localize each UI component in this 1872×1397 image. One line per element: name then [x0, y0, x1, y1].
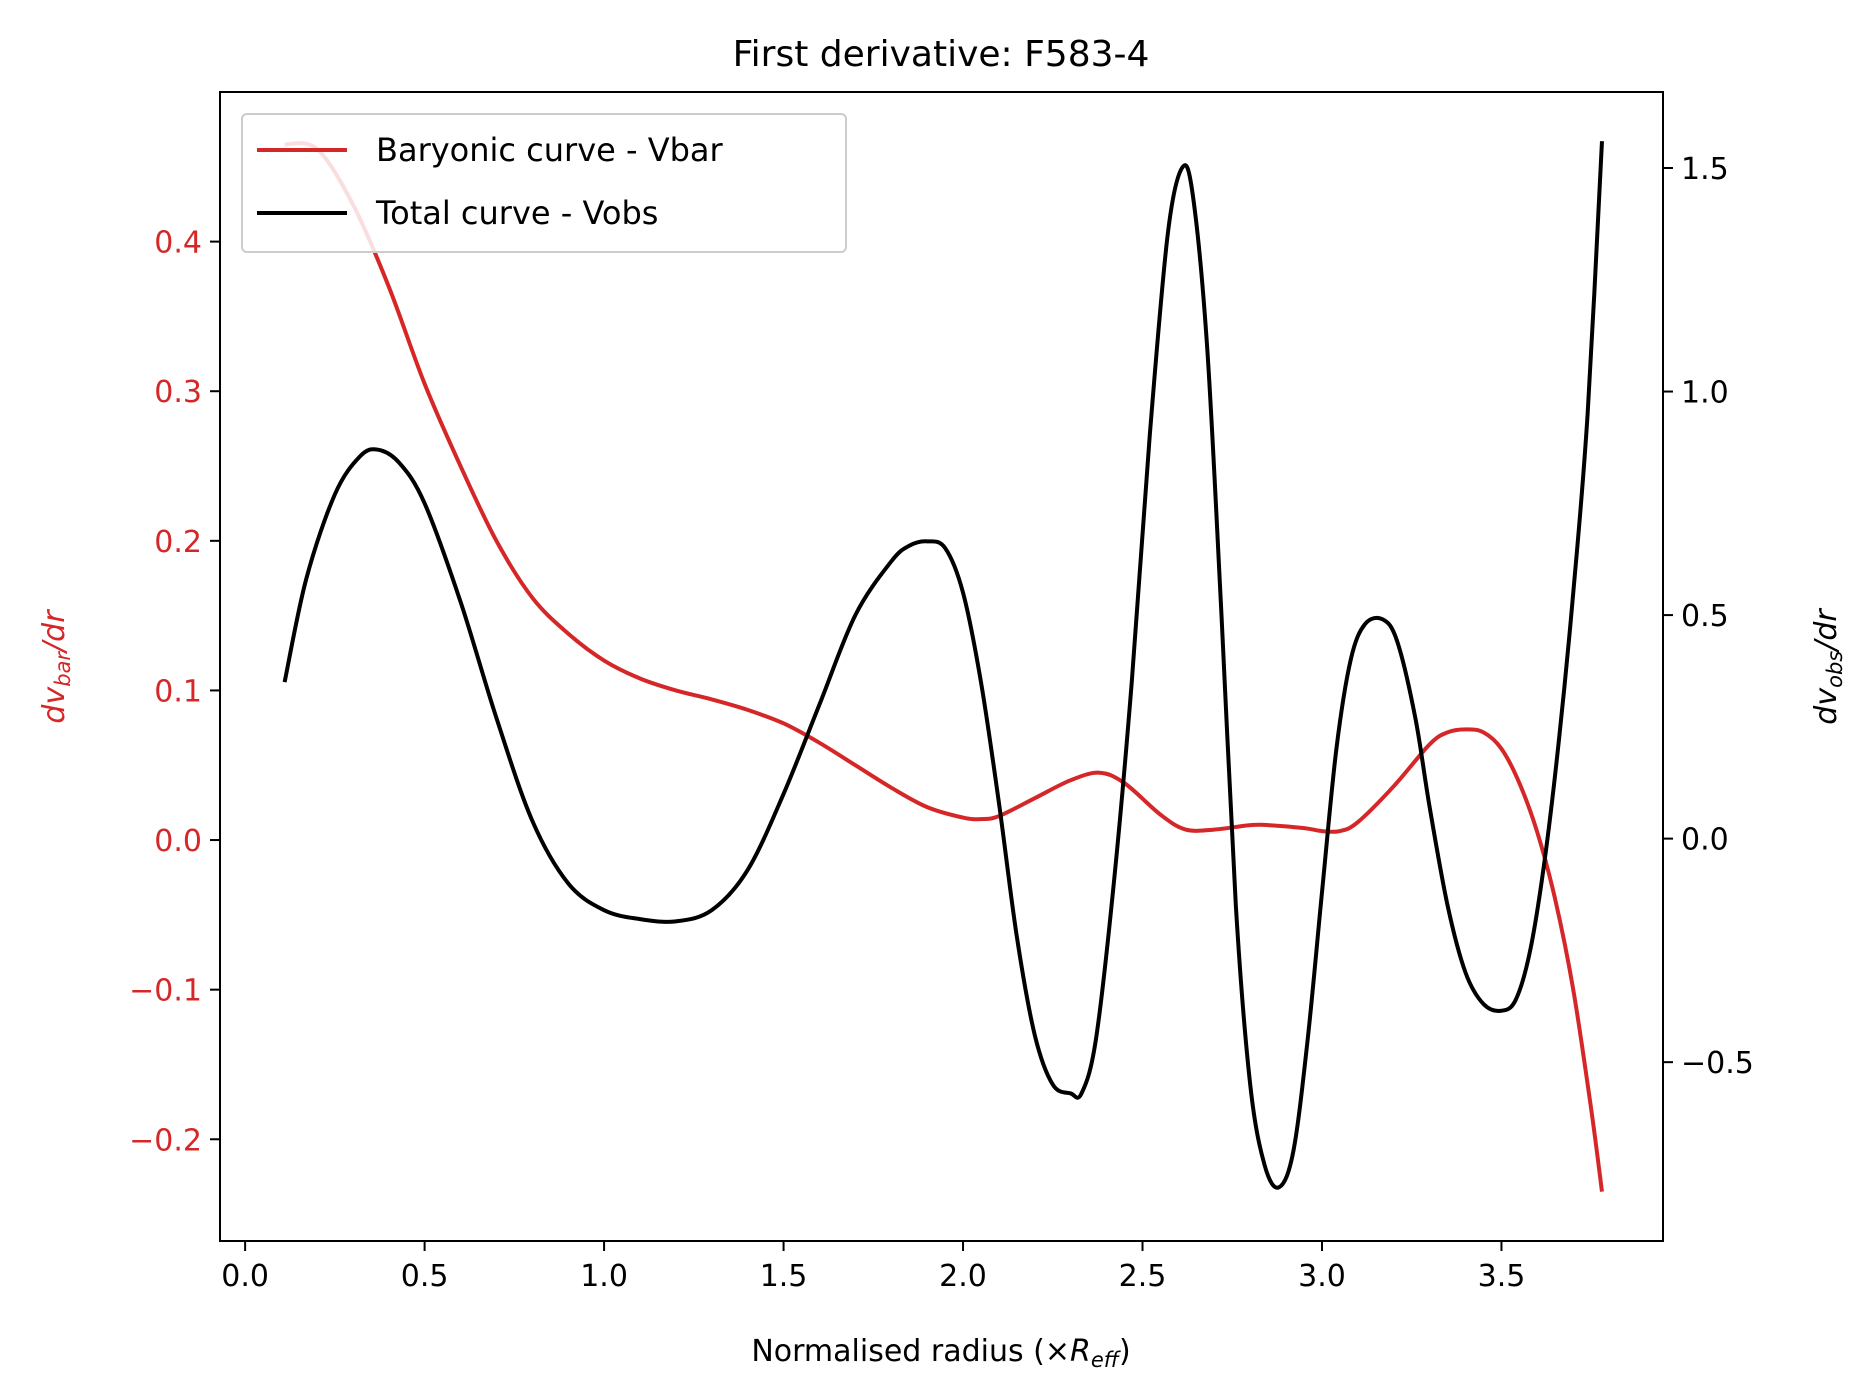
- y-axis-right-label: dvobs/dr: [1809, 608, 1847, 725]
- x-tick-label: 3.0: [1298, 1259, 1346, 1294]
- series-line-vbar: [284, 141, 1604, 1192]
- y-axis-left-label-post: /dr: [37, 609, 72, 655]
- y-right-tick-label: 0.5: [1681, 599, 1729, 634]
- y-left-tick-label: 0.4: [154, 226, 202, 261]
- y-axis-left-label: dvbar/dr: [37, 609, 75, 724]
- y-right-tick-label: −0.5: [1681, 1046, 1754, 1081]
- y-axis-right-label-pre: dv: [1809, 687, 1844, 725]
- legend-label-vobs: Total curve - Vobs: [375, 194, 658, 232]
- y-axis-right-label-post: /dr: [1809, 608, 1844, 654]
- y-left-tick-label: 0.0: [154, 824, 202, 859]
- plot-frame: [219, 91, 1664, 1242]
- y-left-tick-label: 0.3: [154, 375, 202, 410]
- legend: Baryonic curve - Vbar Total curve - Vobs: [241, 113, 847, 253]
- y-axis-right-label-sub: obs: [1823, 651, 1847, 688]
- x-axis-label: Normalised radius (×Reff): [751, 1334, 1130, 1372]
- x-tick-label: 1.0: [580, 1259, 628, 1294]
- y-left-tick-label: −0.1: [129, 974, 202, 1009]
- x-tick-label: 0.5: [401, 1259, 449, 1294]
- y-left-tick-label: 0.2: [154, 525, 202, 560]
- y-right-tick-label: 1.0: [1681, 376, 1729, 411]
- x-tick-label: 2.0: [939, 1259, 987, 1294]
- series-line-vobs: [282, 141, 1604, 1190]
- x-tick-label: 2.5: [1119, 1259, 1167, 1294]
- x-axis-label-prefix: Normalised radius (×: [751, 1334, 1070, 1369]
- legend-box: [241, 113, 847, 253]
- y-axis-left-label-pre: dv: [37, 686, 72, 724]
- x-tick-label: 3.5: [1478, 1259, 1526, 1294]
- y-right-tick-label: 0.0: [1681, 823, 1729, 858]
- y-axis-left-label-sub: bar: [51, 651, 75, 687]
- y-left-tick-label: 0.1: [154, 674, 202, 709]
- plot-area: [219, 91, 1664, 1242]
- x-tick-label: 1.5: [760, 1259, 808, 1294]
- legend-label-vbar: Baryonic curve - Vbar: [376, 131, 724, 169]
- x-tick-label: 0.0: [221, 1259, 269, 1294]
- x-axis: 0.0 0.5 1.0 1.5 2.0 2.5 3.0 3.5: [221, 1241, 1525, 1294]
- x-axis-label-var: R: [1070, 1334, 1091, 1369]
- y-axis-right: −0.5 0.0 0.5 1.0 1.5: [1663, 152, 1754, 1081]
- y-axis-left: −0.2 −0.1 0.0 0.1 0.2 0.3 0.4: [129, 226, 220, 1158]
- y-left-tick-label: −0.2: [129, 1123, 202, 1158]
- x-axis-label-suffix: ): [1119, 1334, 1131, 1369]
- series-layer: [282, 141, 1604, 1192]
- x-axis-label-sub: eff: [1091, 1348, 1122, 1372]
- chart-title: First derivative: F583-4: [733, 34, 1150, 75]
- y-right-tick-label: 1.5: [1681, 152, 1729, 187]
